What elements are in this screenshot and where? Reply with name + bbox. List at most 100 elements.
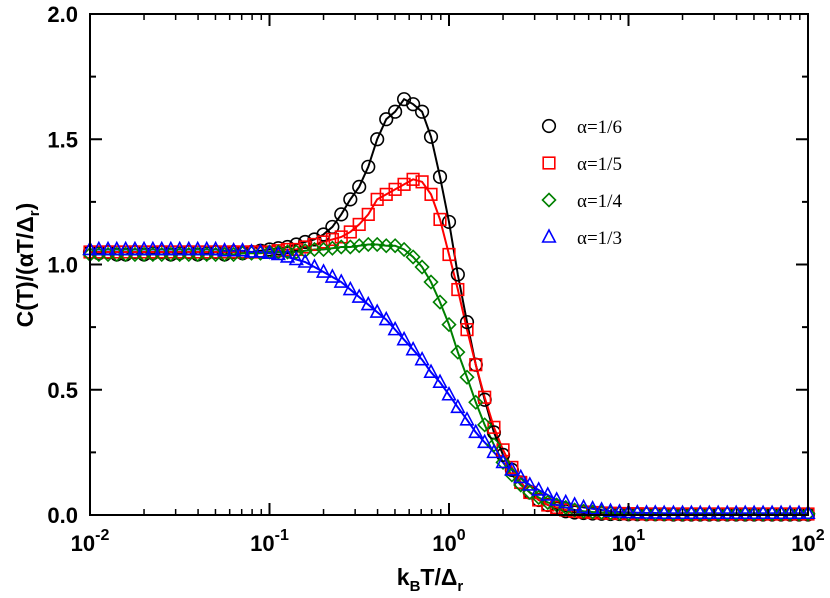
data-point <box>486 437 502 453</box>
data-point <box>450 398 466 414</box>
data-point <box>100 240 116 256</box>
data-point <box>307 237 322 252</box>
data-point <box>306 258 323 273</box>
data-point <box>656 504 672 520</box>
data-point <box>334 207 349 222</box>
data-point <box>315 263 332 278</box>
data-point <box>369 236 385 253</box>
x-tick-label: 102 <box>791 527 824 556</box>
data-point <box>270 245 286 261</box>
data-point <box>755 504 771 520</box>
data-point <box>432 169 448 184</box>
data-point <box>252 243 269 258</box>
data-point <box>504 461 520 476</box>
data-point <box>369 303 385 318</box>
x-axis-title: kBT/Δr <box>397 564 464 595</box>
series-markers <box>82 92 816 522</box>
data-point <box>701 504 717 520</box>
data-point <box>782 504 798 520</box>
series-line <box>90 243 808 515</box>
data-point <box>199 240 215 256</box>
data-point <box>243 243 260 258</box>
data-point <box>388 104 403 119</box>
data-point <box>352 179 367 194</box>
data-point <box>172 240 188 256</box>
data-point <box>423 363 439 379</box>
data-point <box>127 240 143 256</box>
series-line <box>90 248 808 515</box>
data-point <box>791 504 807 520</box>
y-tick-label: 1.0 <box>47 253 78 278</box>
data-point <box>396 241 412 258</box>
x-tick-label: 100 <box>432 527 465 556</box>
data-point <box>415 175 429 189</box>
data-point <box>602 502 619 518</box>
data-point <box>629 504 645 519</box>
data-point <box>522 476 538 491</box>
legend-label: α=1/3 <box>577 228 622 249</box>
data-point <box>477 417 493 433</box>
data-point <box>216 242 233 257</box>
data-point <box>692 504 708 520</box>
data-point <box>145 240 161 256</box>
data-point <box>737 504 753 520</box>
data-point <box>378 310 394 326</box>
x-tick-label: 10-1 <box>250 527 289 556</box>
data-point <box>118 240 134 256</box>
data-point <box>432 373 448 389</box>
data-point <box>441 386 457 401</box>
y-tick-labels: 0.0 0.5 1.0 1.5 2.0 <box>47 2 78 528</box>
data-point <box>486 443 502 459</box>
data-point <box>225 242 242 257</box>
data-point <box>459 315 475 330</box>
data-point <box>297 253 313 268</box>
y-tick-label: 0.0 <box>47 503 78 528</box>
y-axis-title: C(T)/(αT/Δr) <box>12 203 43 328</box>
data-point <box>370 132 385 147</box>
legend: α=1/6 α=1/5 α=1/4 α=1/3 <box>541 117 622 249</box>
data-point <box>773 504 789 520</box>
series-line <box>89 97 808 516</box>
data-point <box>261 244 278 260</box>
legend-label: α=1/6 <box>577 117 622 138</box>
data-point <box>441 214 457 230</box>
data-point <box>181 240 197 256</box>
data-point <box>136 240 152 256</box>
data-point <box>442 247 456 262</box>
data-point <box>710 504 726 520</box>
data-point <box>360 295 376 311</box>
data-point <box>433 212 447 227</box>
data-point <box>279 248 296 263</box>
data-point <box>459 369 475 385</box>
data-point <box>414 104 430 119</box>
legend-marker <box>541 192 557 208</box>
axis-ticks <box>89 13 809 516</box>
data-point <box>450 267 465 282</box>
x-tick-label: 10-2 <box>71 527 110 556</box>
data-point <box>746 504 762 520</box>
data-point <box>513 468 529 484</box>
legend-entry: α=1/4 <box>541 191 622 212</box>
legend-entry: α=1/3 <box>541 228 622 249</box>
plot-frame <box>89 13 809 516</box>
data-point <box>424 187 438 201</box>
data-point <box>460 323 474 337</box>
data-point <box>406 172 420 186</box>
series-markers <box>82 236 816 522</box>
data-point <box>764 504 780 520</box>
data-point <box>414 259 430 275</box>
legend-marker <box>542 156 556 170</box>
data-point <box>351 288 367 303</box>
legend-entry: α=1/6 <box>541 117 622 138</box>
data-point <box>343 192 358 207</box>
data-point <box>674 504 691 520</box>
data-point <box>468 423 484 439</box>
data-point <box>647 504 663 519</box>
data-point <box>611 503 628 518</box>
data-point <box>324 268 340 283</box>
data-point <box>540 486 556 501</box>
data-point <box>207 240 224 256</box>
data-point <box>468 394 484 410</box>
data-point <box>432 294 448 310</box>
data-point <box>361 207 375 222</box>
